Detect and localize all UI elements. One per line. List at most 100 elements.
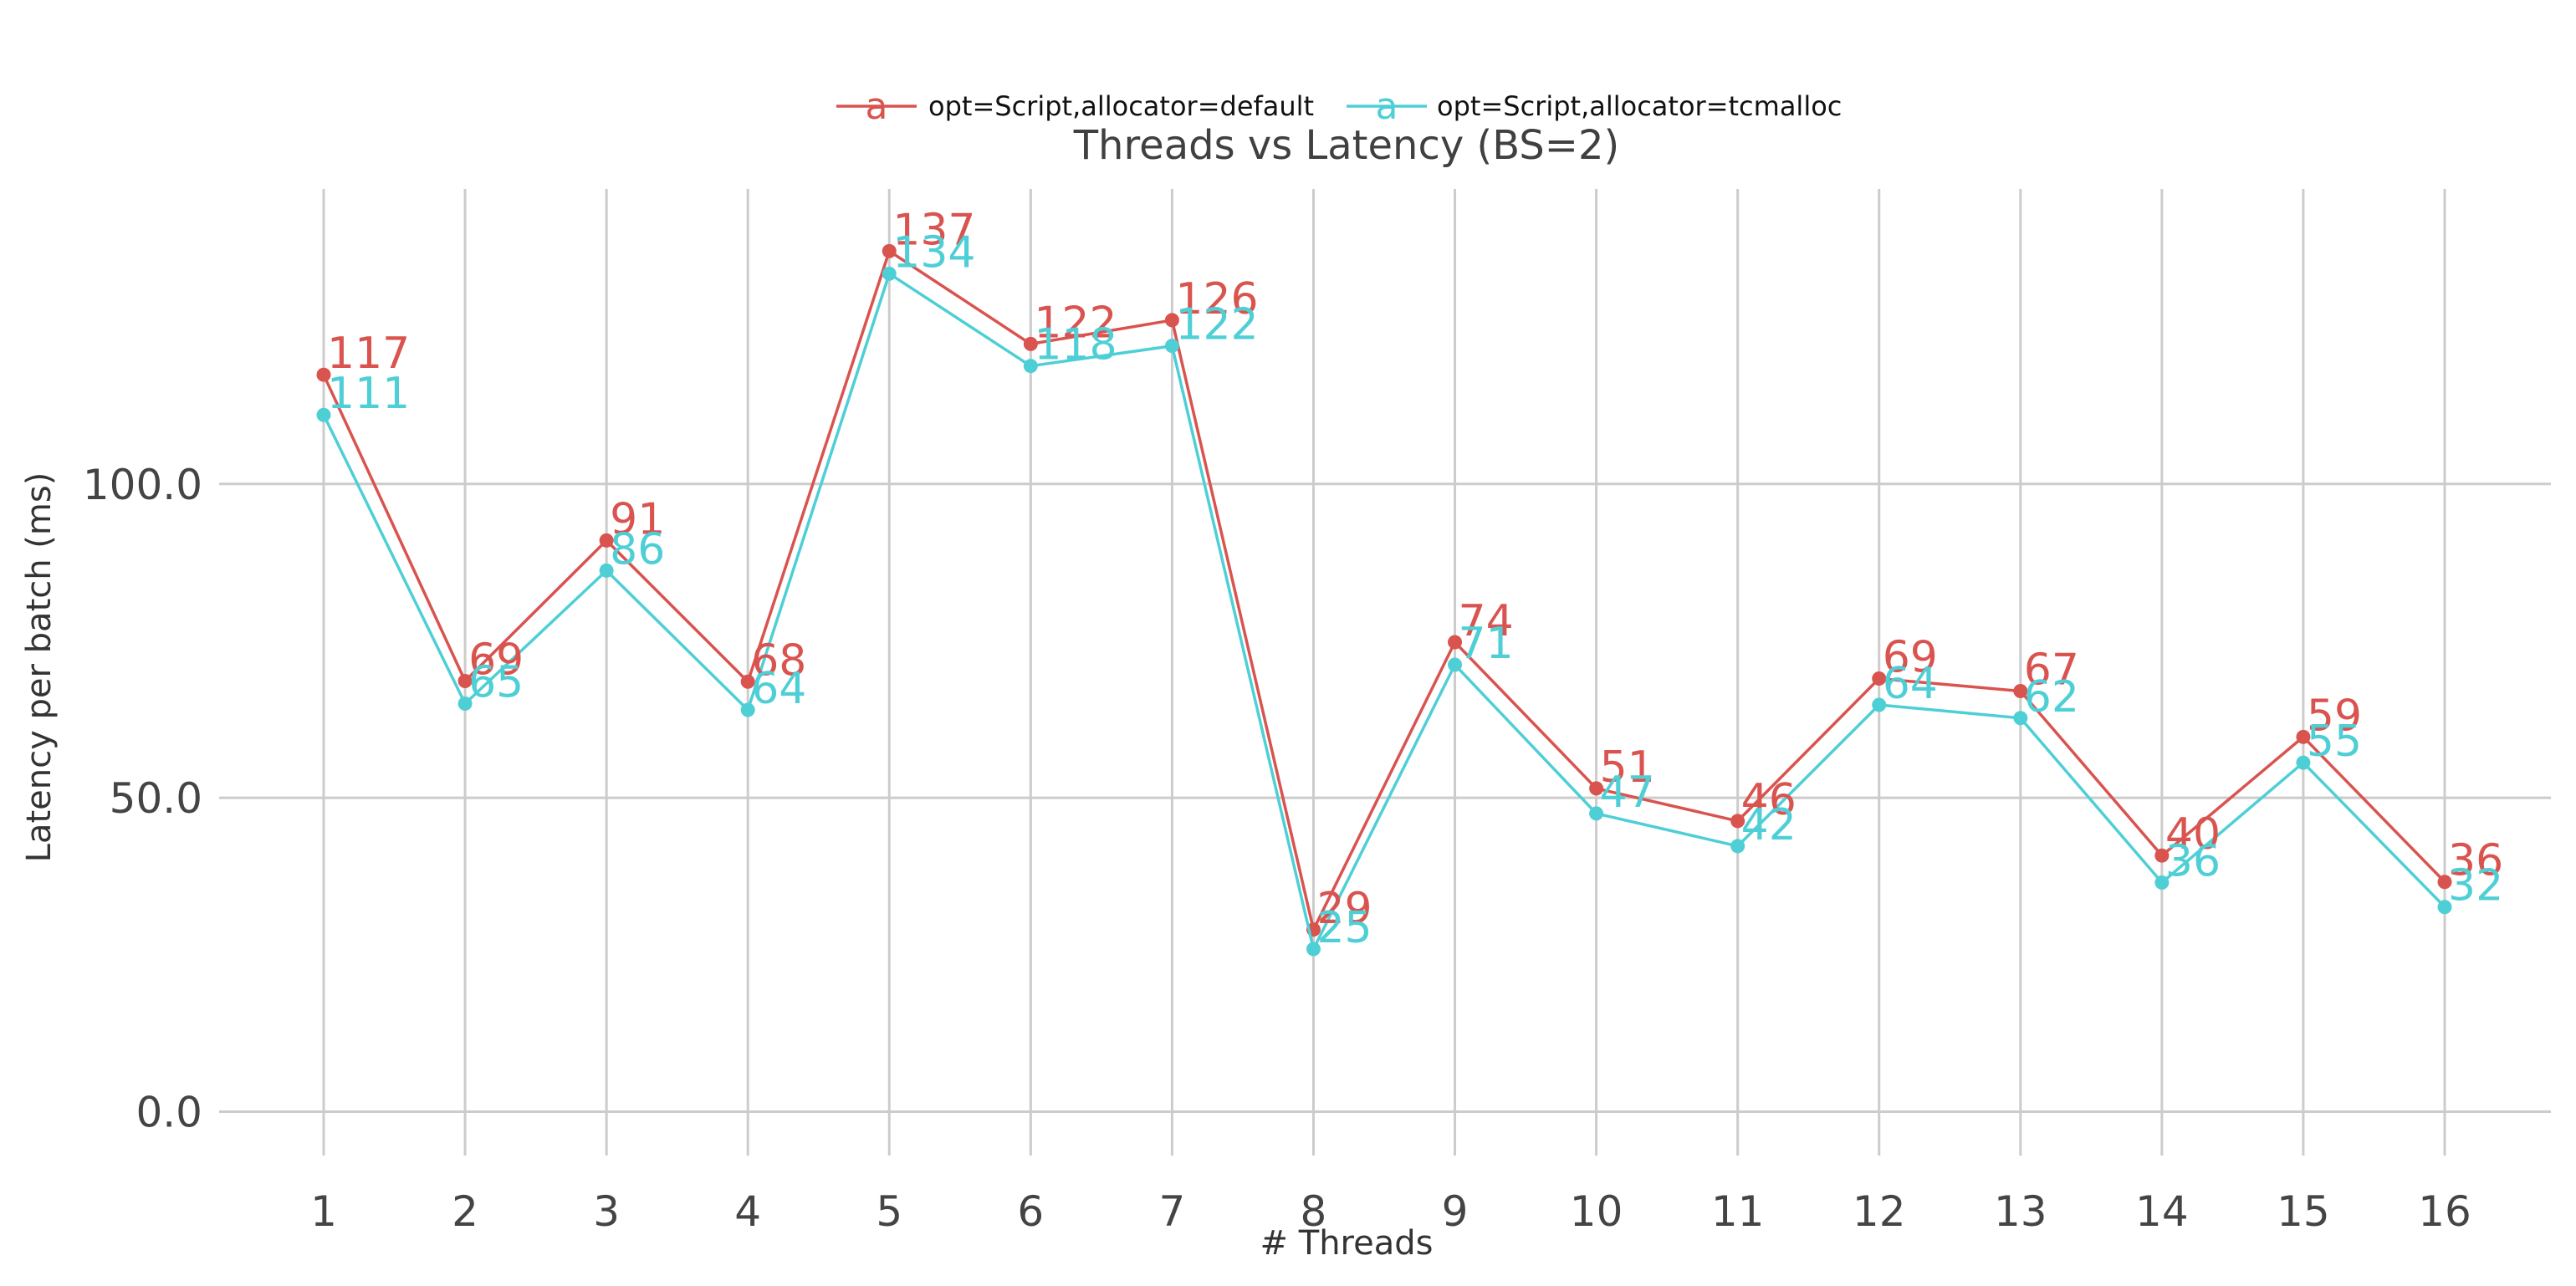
data-label: 51 xyxy=(1600,743,1655,793)
y-tick-label: 50.0 xyxy=(110,774,202,823)
data-label: 122 xyxy=(1034,298,1117,348)
x-tick-label: 13 xyxy=(1994,1187,2047,1236)
x-tick-label: 15 xyxy=(2277,1187,2330,1236)
data-label: 67 xyxy=(2024,646,2079,696)
data-label: 137 xyxy=(892,205,975,255)
data-point xyxy=(1872,697,1887,712)
series-1 xyxy=(316,243,2452,937)
data-label: 64 xyxy=(1883,659,1938,709)
data-point xyxy=(599,533,614,548)
series-2 xyxy=(316,266,2452,957)
data-label: 65 xyxy=(468,658,524,708)
y-tick-label: 100.0 xyxy=(83,461,202,509)
x-tick-label: 7 xyxy=(1158,1187,1185,1236)
x-tick-label: 1 xyxy=(310,1187,337,1236)
data-label: 118 xyxy=(1034,320,1117,370)
data-label: 69 xyxy=(468,635,524,686)
x-tick-label: 12 xyxy=(1853,1187,1906,1236)
series-layer xyxy=(316,243,2452,957)
legend-marker-glyph: a xyxy=(866,85,888,128)
data-label: 91 xyxy=(610,494,665,544)
data-point xyxy=(316,407,331,422)
x-tick-label: 4 xyxy=(734,1187,761,1236)
data-label: 55 xyxy=(2307,717,2362,767)
data-point xyxy=(1589,781,1604,796)
data-point xyxy=(316,367,331,382)
legend-label: opt=Script,allocator=tcmalloc xyxy=(1437,90,1842,122)
data-point xyxy=(740,674,755,689)
x-tick-label: 11 xyxy=(1711,1187,1765,1236)
data-point xyxy=(457,697,473,712)
data-label: 47 xyxy=(1600,768,1655,818)
legend: a opt=Script,allocator=default a opt=Script… xyxy=(836,85,1842,128)
data-label: 68 xyxy=(751,635,806,686)
data-label: 32 xyxy=(2448,861,2503,911)
data-point xyxy=(1872,671,1887,686)
data-label: 36 xyxy=(2448,836,2503,886)
data-label: 71 xyxy=(1459,619,1514,669)
data-point xyxy=(457,674,473,689)
grid-layer xyxy=(219,189,2551,1156)
series-line xyxy=(322,272,2446,951)
data-point xyxy=(2296,729,2311,744)
y-tick-label: 0.0 xyxy=(135,1088,202,1136)
data-label: 42 xyxy=(1741,800,1797,850)
x-tick-label: 10 xyxy=(1570,1187,1623,1236)
data-point xyxy=(2437,875,2452,890)
legend-item: a opt=Script,allocator=tcmalloc xyxy=(1347,85,1842,128)
data-point xyxy=(2013,684,2028,699)
x-tick-label: 3 xyxy=(593,1187,620,1236)
x-tick-label: 9 xyxy=(1442,1187,1469,1236)
series-line xyxy=(322,249,2446,931)
x-axis-label: # Threads xyxy=(1260,1224,1434,1263)
data-point xyxy=(1448,657,1463,672)
x-tick-label: 5 xyxy=(876,1187,902,1236)
data-label: 64 xyxy=(751,664,806,714)
x-tick-label: 16 xyxy=(2418,1187,2471,1236)
legend-item: a opt=Script,allocator=default xyxy=(836,85,1314,128)
data-point xyxy=(2437,900,2452,915)
data-point xyxy=(2296,755,2311,770)
data-label: 36 xyxy=(2165,836,2221,886)
data-label: 46 xyxy=(1741,775,1797,825)
data-point xyxy=(1448,635,1463,650)
data-point xyxy=(1023,359,1038,374)
x-tick-label: 6 xyxy=(1017,1187,1044,1236)
data-label: 25 xyxy=(1316,903,1372,953)
data-label: 62 xyxy=(2024,672,2079,722)
data-point xyxy=(1730,814,1745,829)
data-point xyxy=(599,563,614,578)
data-point xyxy=(1306,942,1321,957)
data-point xyxy=(2154,875,2170,890)
legend-label: opt=Script,allocator=default xyxy=(928,90,1314,122)
data-point xyxy=(1164,339,1179,354)
x-tick-label: 8 xyxy=(1301,1187,1327,1236)
data-label: 126 xyxy=(1175,274,1258,324)
data-label: 134 xyxy=(892,227,975,278)
data-point xyxy=(1589,806,1604,821)
data-label: 111 xyxy=(327,369,410,419)
data-point xyxy=(740,702,755,717)
x-tick-label: 2 xyxy=(452,1187,478,1236)
data-point xyxy=(2013,711,2028,726)
chart-title: Threads vs Latency (BS=2) xyxy=(1073,122,1620,169)
data-point xyxy=(1164,313,1179,328)
data-label: 29 xyxy=(1316,884,1372,934)
legend-marker-glyph: a xyxy=(1376,85,1398,128)
data-point xyxy=(2154,848,2170,863)
data-label: 117 xyxy=(327,329,410,379)
y-axis-label: Latency per batch (ms) xyxy=(20,472,59,863)
data-point xyxy=(1730,839,1745,854)
data-label: 86 xyxy=(610,524,665,574)
data-label: 74 xyxy=(1459,596,1514,646)
data-label: 59 xyxy=(2307,691,2362,741)
data-label: 40 xyxy=(2165,809,2221,860)
data-label: 122 xyxy=(1175,300,1258,350)
data-point xyxy=(1023,336,1038,351)
data-point xyxy=(882,266,897,281)
x-tick-label: 14 xyxy=(2135,1187,2189,1236)
